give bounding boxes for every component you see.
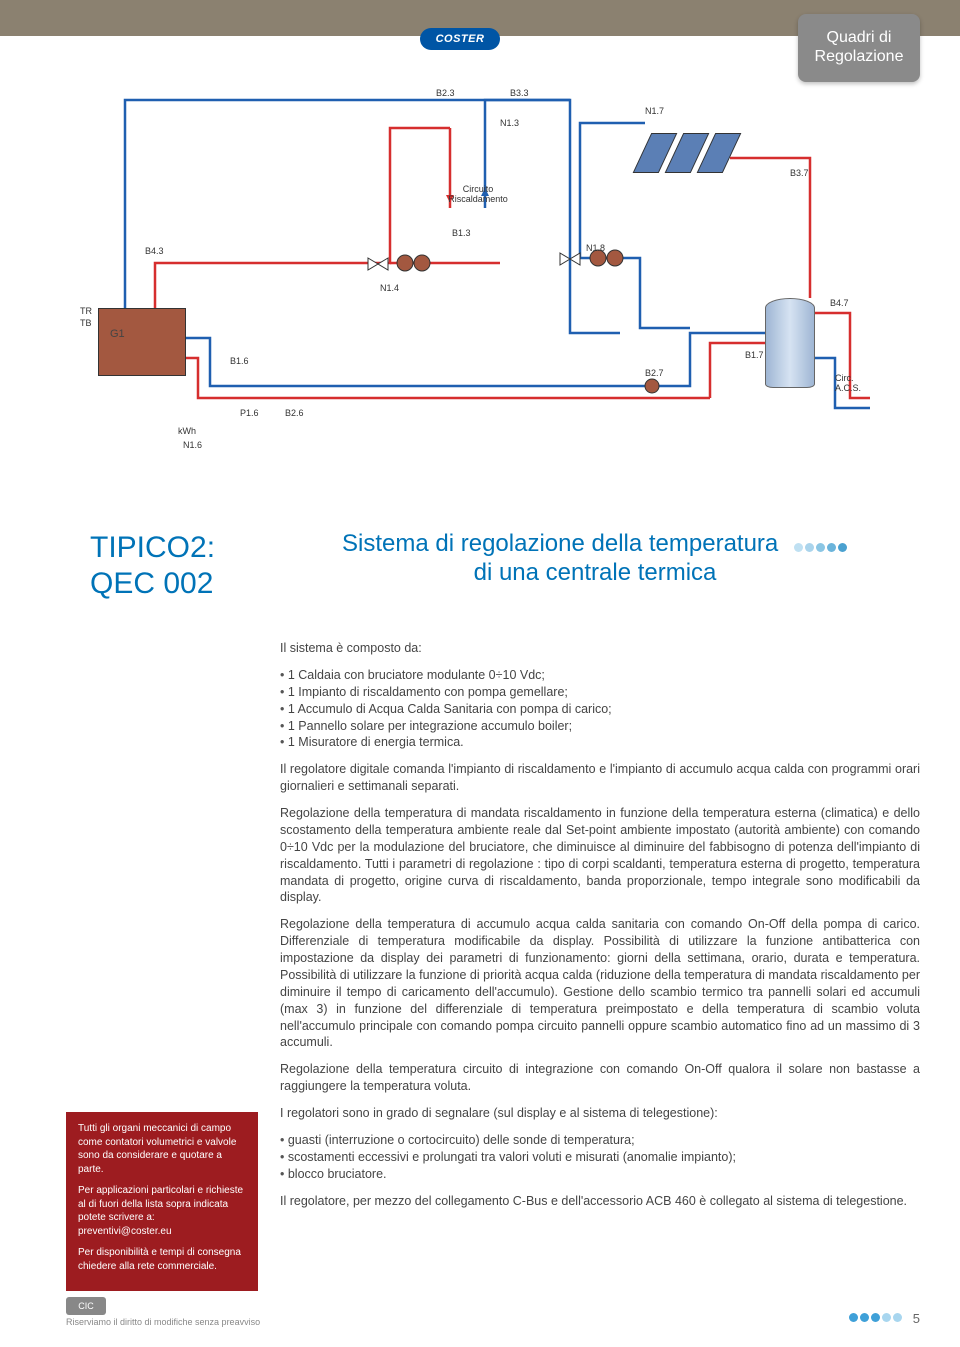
lbl-p16: P1.6 <box>240 408 259 418</box>
lbl-circ-acs: Circ. A.C.S. <box>835 373 875 393</box>
para4: Regolazione della temperatura circuito d… <box>280 1061 920 1095</box>
title-row: TIPICO2: QEC 002 Sistema di regolazione … <box>90 530 920 602</box>
decorative-dot <box>794 543 803 552</box>
diagram-lines <box>90 88 880 458</box>
lbl-b16: B1.6 <box>230 356 249 366</box>
lbl-b13: B1.3 <box>452 228 471 238</box>
list-item: blocco bruciatore. <box>280 1166 920 1183</box>
lbl-n14: N1.4 <box>380 283 399 293</box>
lbl-b17: B1.7 <box>745 350 764 360</box>
decorative-dot <box>805 543 814 552</box>
footer-left: CIC Riserviamo il diritto di modifiche s… <box>66 1297 260 1327</box>
lbl-b33: B3.3 <box>510 88 529 98</box>
intro: Il sistema è composto da: <box>280 640 920 657</box>
list-item: 1 Misuratore di energia termica. <box>280 734 920 751</box>
list-item: 1 Accumulo di Acqua Calda Sanitaria con … <box>280 701 920 718</box>
footer: CIC Riserviamo il diritto di modifiche s… <box>66 1297 920 1327</box>
redbox-p2: Per applicazioni particolari e richieste… <box>78 1184 246 1238</box>
lbl-tb: TB <box>80 318 92 328</box>
lbl-b37: B3.7 <box>790 168 809 178</box>
lbl-n17: N1.7 <box>645 106 664 116</box>
para1: Il regolatore digitale comanda l'impiant… <box>280 761 920 795</box>
decorative-dot <box>816 543 825 552</box>
decorative-dot <box>827 543 836 552</box>
boiler <box>98 308 186 376</box>
footer-disclaimer: Riserviamo il diritto di modifiche senza… <box>66 1317 260 1327</box>
title-right: Sistema di regolazione della temperatura… <box>270 530 920 602</box>
decorative-dot <box>882 1313 891 1322</box>
schematic-diagram: G1 B2.3 B3.3 N1.3 N1.7 B3.7 Circuito Ris… <box>90 88 880 458</box>
signals-list: guasti (interruzione o cortocircuito) de… <box>280 1132 920 1183</box>
components-list: 1 Caldaia con bruciatore modulante 0÷10 … <box>280 667 920 751</box>
footer-dots <box>848 1309 903 1327</box>
header-badge: Quadri di Regolazione <box>798 14 920 82</box>
lbl-b47: B4.7 <box>830 298 849 308</box>
title-right-l1: Sistema di regolazione della temperatura <box>342 530 778 557</box>
list-item: 1 Caldaia con bruciatore modulante 0÷10 … <box>280 667 920 684</box>
footer-logo: CIC <box>66 1297 106 1315</box>
lbl-tr: TR <box>80 306 92 316</box>
lbl-kwh: kWh <box>178 426 196 436</box>
lbl-n13: N1.3 <box>500 118 519 128</box>
title-right-l2: di una centrale termica <box>474 559 717 586</box>
title-dots <box>793 531 848 559</box>
decorative-dot <box>860 1313 869 1322</box>
list-item: 1 Pannello solare per integrazione accum… <box>280 718 920 735</box>
lbl-circ-risc: Circuito Riscaldamento <box>448 184 508 204</box>
lbl-b26: B2.6 <box>285 408 304 418</box>
brand-logo: COSTER <box>420 28 500 50</box>
list-item: 1 Impianto di riscaldamento con pompa ge… <box>280 684 920 701</box>
badge-line2: Regolazione <box>815 48 904 65</box>
red-sidebar-box: Tutti gli organi meccanici di campo come… <box>66 1112 258 1291</box>
decorative-dot <box>893 1313 902 1322</box>
para3: Regolazione della temperatura di accumul… <box>280 916 920 1051</box>
para5: Il regolatore, per mezzo del collegament… <box>280 1193 920 1210</box>
title-left-l1: TIPICO2: <box>90 531 215 564</box>
footer-right: 5 <box>848 1309 920 1327</box>
list-item: guasti (interruzione o cortocircuito) de… <box>280 1132 920 1149</box>
redbox-p3: Per disponibilità e tempi di consegna ch… <box>78 1246 246 1273</box>
page-number: 5 <box>913 1311 920 1326</box>
para2: Regolazione della temperatura di mandata… <box>280 805 920 906</box>
list-item: scostamenti eccessivi e prolungati tra v… <box>280 1149 920 1166</box>
body-text: Il sistema è composto da: 1 Caldaia con … <box>280 640 920 1219</box>
lbl-b43: B4.3 <box>145 246 164 256</box>
redbox-p1: Tutti gli organi meccanici di campo come… <box>78 1122 246 1176</box>
boiler-label: G1 <box>110 328 125 340</box>
acs-tank <box>765 298 815 388</box>
lbl-b27: B2.7 <box>645 368 664 378</box>
title-left: TIPICO2: QEC 002 <box>90 530 270 602</box>
decorative-dot <box>871 1313 880 1322</box>
lbl-n18: N1.8 <box>586 243 605 253</box>
title-left-l2: QEC 002 <box>90 567 213 600</box>
lbl-b23: B2.3 <box>436 88 455 98</box>
decorative-dot <box>849 1313 858 1322</box>
lbl-n16: N1.6 <box>183 440 202 450</box>
decorative-dot <box>838 543 847 552</box>
sig-intro: I regolatori sono in grado di segnalare … <box>280 1105 920 1122</box>
badge-line1: Quadri di <box>827 29 892 46</box>
